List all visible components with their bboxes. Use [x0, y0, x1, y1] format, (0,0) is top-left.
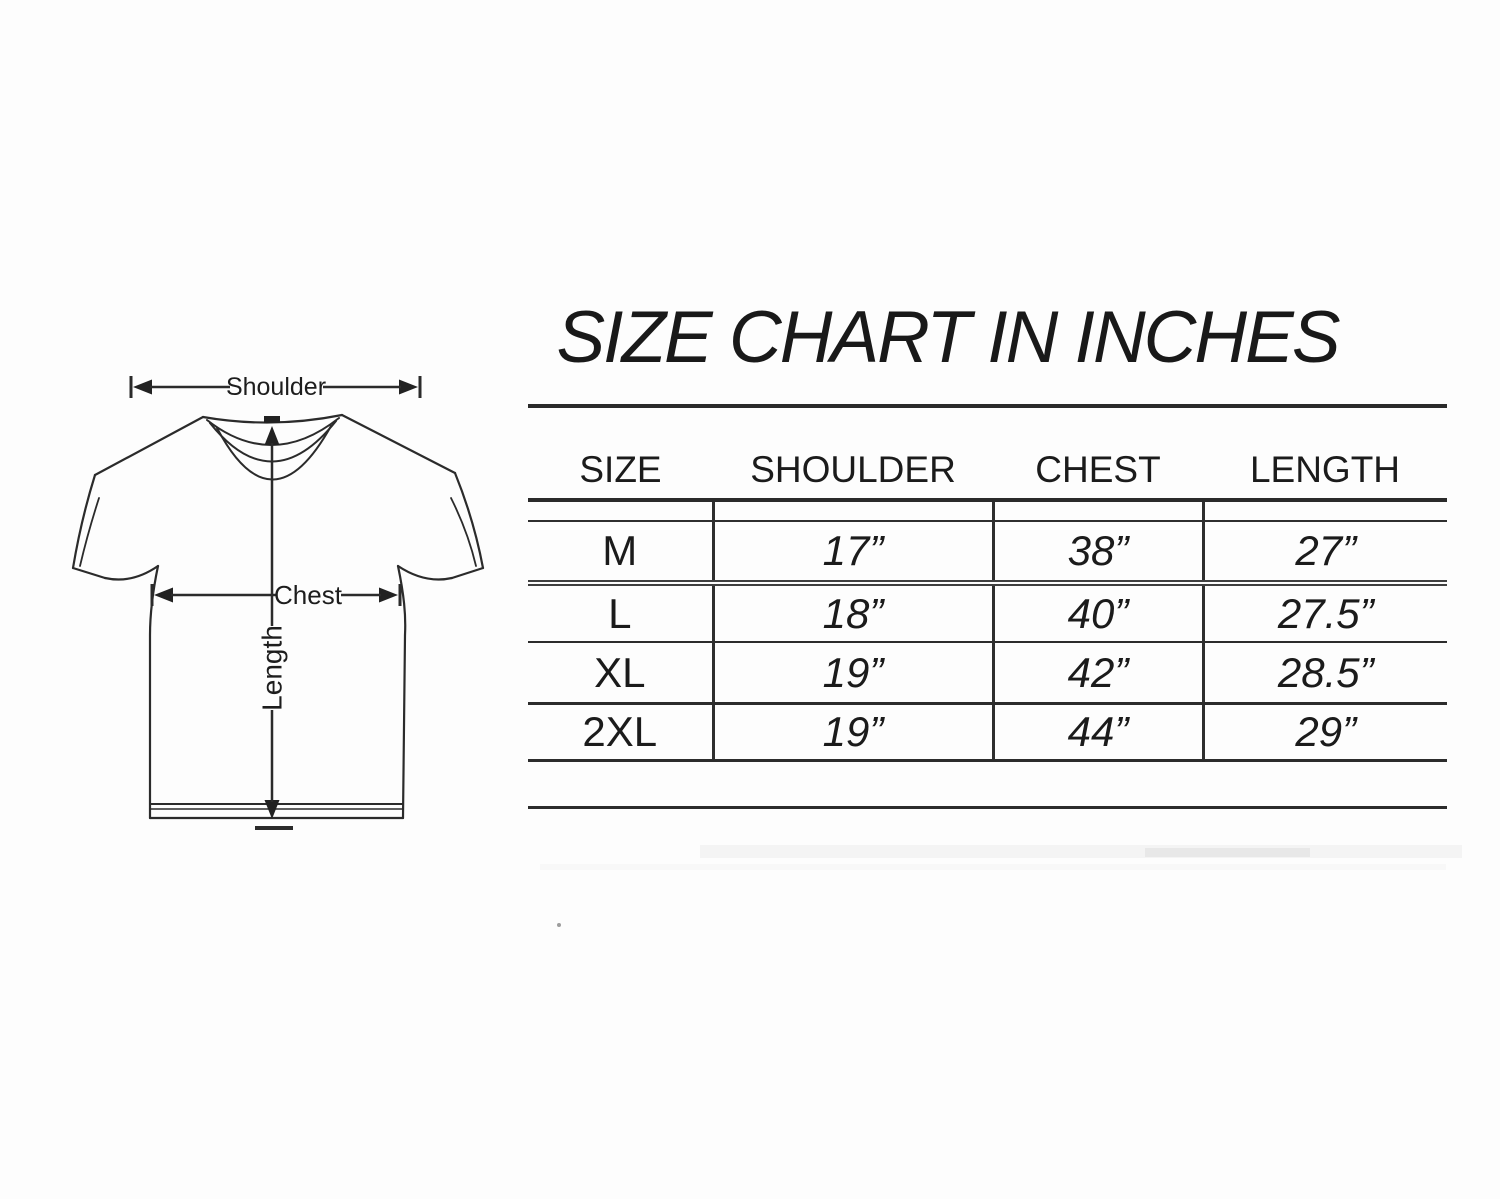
spacer-cell	[711, 500, 993, 522]
size-cell: 2XL	[528, 703, 713, 762]
table-row: XL 19” 42” 28.5”	[528, 642, 1447, 705]
size-table: SIZE SHOULDER CHEST LENGTH M 17” 38”	[528, 404, 1447, 809]
jpeg-ghost-line	[1145, 848, 1310, 857]
header-row: SIZE SHOULDER CHEST LENGTH	[528, 406, 1447, 502]
size-table-wrap: SIZE SHOULDER CHEST LENGTH M 17” 38”	[528, 404, 1447, 809]
length-cell: 29”	[1201, 703, 1447, 762]
chest-label: Chest	[274, 580, 343, 610]
size-cell: L	[528, 583, 713, 643]
chest-cell: 38”	[991, 521, 1203, 586]
page-title: SIZE CHART IN INCHES	[556, 297, 1340, 378]
size-cell: M	[528, 521, 713, 586]
column-header-chest: CHEST	[993, 406, 1203, 502]
size-cell: XL	[528, 642, 713, 705]
column-header-length: LENGTH	[1203, 406, 1447, 502]
chest-arrow-icon	[150, 584, 402, 606]
chest-cell: 40”	[991, 583, 1203, 643]
jpeg-ghost-line	[540, 864, 1446, 870]
jpeg-ghost-line	[700, 845, 1462, 858]
shoulder-cell: 18”	[711, 583, 993, 643]
spacer-cell	[528, 500, 713, 522]
empty-row	[528, 760, 1447, 809]
column-header-size: SIZE	[528, 406, 713, 502]
table-row: M 17” 38” 27”	[528, 521, 1447, 586]
length-cell: 28.5”	[1201, 642, 1447, 705]
shoulder-cell: 17”	[711, 521, 993, 586]
collar-tab	[264, 416, 280, 423]
chest-cell: 42”	[991, 642, 1203, 705]
column-header-shoulder: SHOULDER	[713, 406, 993, 502]
empty-cell	[528, 760, 1447, 809]
tshirt-measurement-diagram: Shoulder	[71, 373, 485, 830]
table-row: 2XL 19” 44” 29”	[528, 703, 1447, 762]
length-cell: 27.5”	[1201, 583, 1447, 643]
spacer-cell	[991, 500, 1203, 522]
length-label: Length	[257, 625, 288, 711]
shoulder-arrow-icon	[129, 376, 422, 398]
spacer-cell	[1201, 500, 1447, 522]
shoulder-cell: 19”	[711, 642, 993, 705]
table-row: L 18” 40” 27.5”	[528, 583, 1447, 643]
shoulder-cell: 19”	[711, 703, 993, 762]
speck-artifact	[557, 923, 561, 927]
chest-cell: 44”	[991, 703, 1203, 762]
tshirt-outline	[71, 413, 485, 820]
spacer-row	[528, 500, 1447, 522]
length-cell: 27”	[1201, 521, 1447, 586]
length-arrow-icon	[255, 426, 293, 830]
shoulder-label: Shoulder	[226, 373, 326, 401]
